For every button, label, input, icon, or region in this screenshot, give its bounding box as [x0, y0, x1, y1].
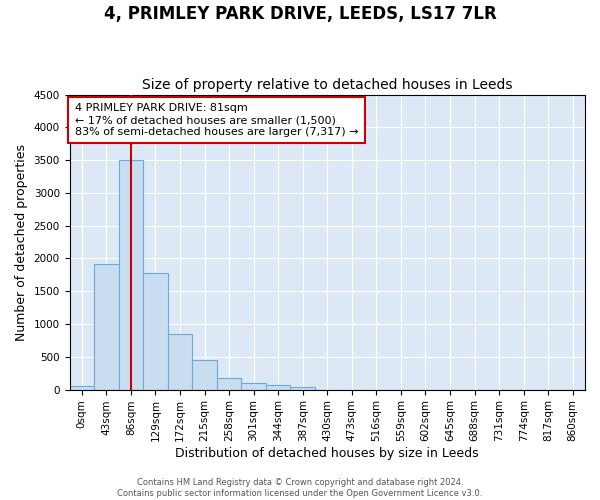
Bar — [94, 264, 119, 390]
Bar — [290, 387, 315, 390]
Bar — [168, 334, 192, 390]
Bar — [143, 273, 168, 390]
Bar — [217, 378, 241, 390]
Bar — [70, 386, 94, 390]
Text: 4 PRIMLEY PARK DRIVE: 81sqm
← 17% of detached houses are smaller (1,500)
83% of : 4 PRIMLEY PARK DRIVE: 81sqm ← 17% of det… — [74, 104, 358, 136]
Bar — [266, 385, 290, 390]
Bar — [241, 383, 266, 390]
Text: Contains HM Land Registry data © Crown copyright and database right 2024.
Contai: Contains HM Land Registry data © Crown c… — [118, 478, 482, 498]
Bar — [192, 360, 217, 390]
Text: 4, PRIMLEY PARK DRIVE, LEEDS, LS17 7LR: 4, PRIMLEY PARK DRIVE, LEEDS, LS17 7LR — [104, 5, 496, 23]
Y-axis label: Number of detached properties: Number of detached properties — [15, 144, 28, 340]
Title: Size of property relative to detached houses in Leeds: Size of property relative to detached ho… — [142, 78, 512, 92]
X-axis label: Distribution of detached houses by size in Leeds: Distribution of detached houses by size … — [175, 447, 479, 460]
Bar — [119, 160, 143, 390]
